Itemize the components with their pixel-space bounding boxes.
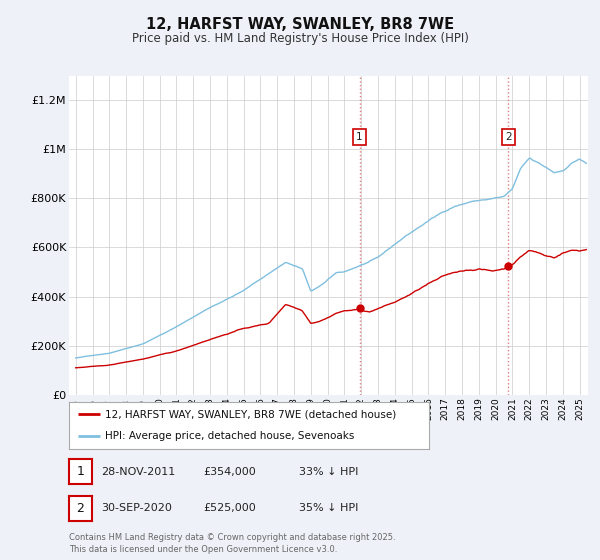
Text: 35% ↓ HPI: 35% ↓ HPI — [299, 503, 358, 513]
Text: 2: 2 — [76, 502, 85, 515]
Text: £354,000: £354,000 — [203, 467, 256, 477]
Text: 30-SEP-2020: 30-SEP-2020 — [101, 503, 172, 513]
Text: 1: 1 — [356, 132, 363, 142]
Text: £525,000: £525,000 — [203, 503, 256, 513]
Text: Contains HM Land Registry data © Crown copyright and database right 2025.
This d: Contains HM Land Registry data © Crown c… — [69, 533, 395, 554]
Text: 1: 1 — [76, 465, 85, 478]
Text: Price paid vs. HM Land Registry's House Price Index (HPI): Price paid vs. HM Land Registry's House … — [131, 32, 469, 45]
Text: 2: 2 — [505, 132, 512, 142]
Text: HPI: Average price, detached house, Sevenoaks: HPI: Average price, detached house, Seve… — [105, 431, 355, 441]
Text: 28-NOV-2011: 28-NOV-2011 — [101, 467, 175, 477]
Text: 12, HARFST WAY, SWANLEY, BR8 7WE: 12, HARFST WAY, SWANLEY, BR8 7WE — [146, 17, 454, 32]
Text: 33% ↓ HPI: 33% ↓ HPI — [299, 467, 358, 477]
Text: 12, HARFST WAY, SWANLEY, BR8 7WE (detached house): 12, HARFST WAY, SWANLEY, BR8 7WE (detach… — [105, 409, 396, 419]
